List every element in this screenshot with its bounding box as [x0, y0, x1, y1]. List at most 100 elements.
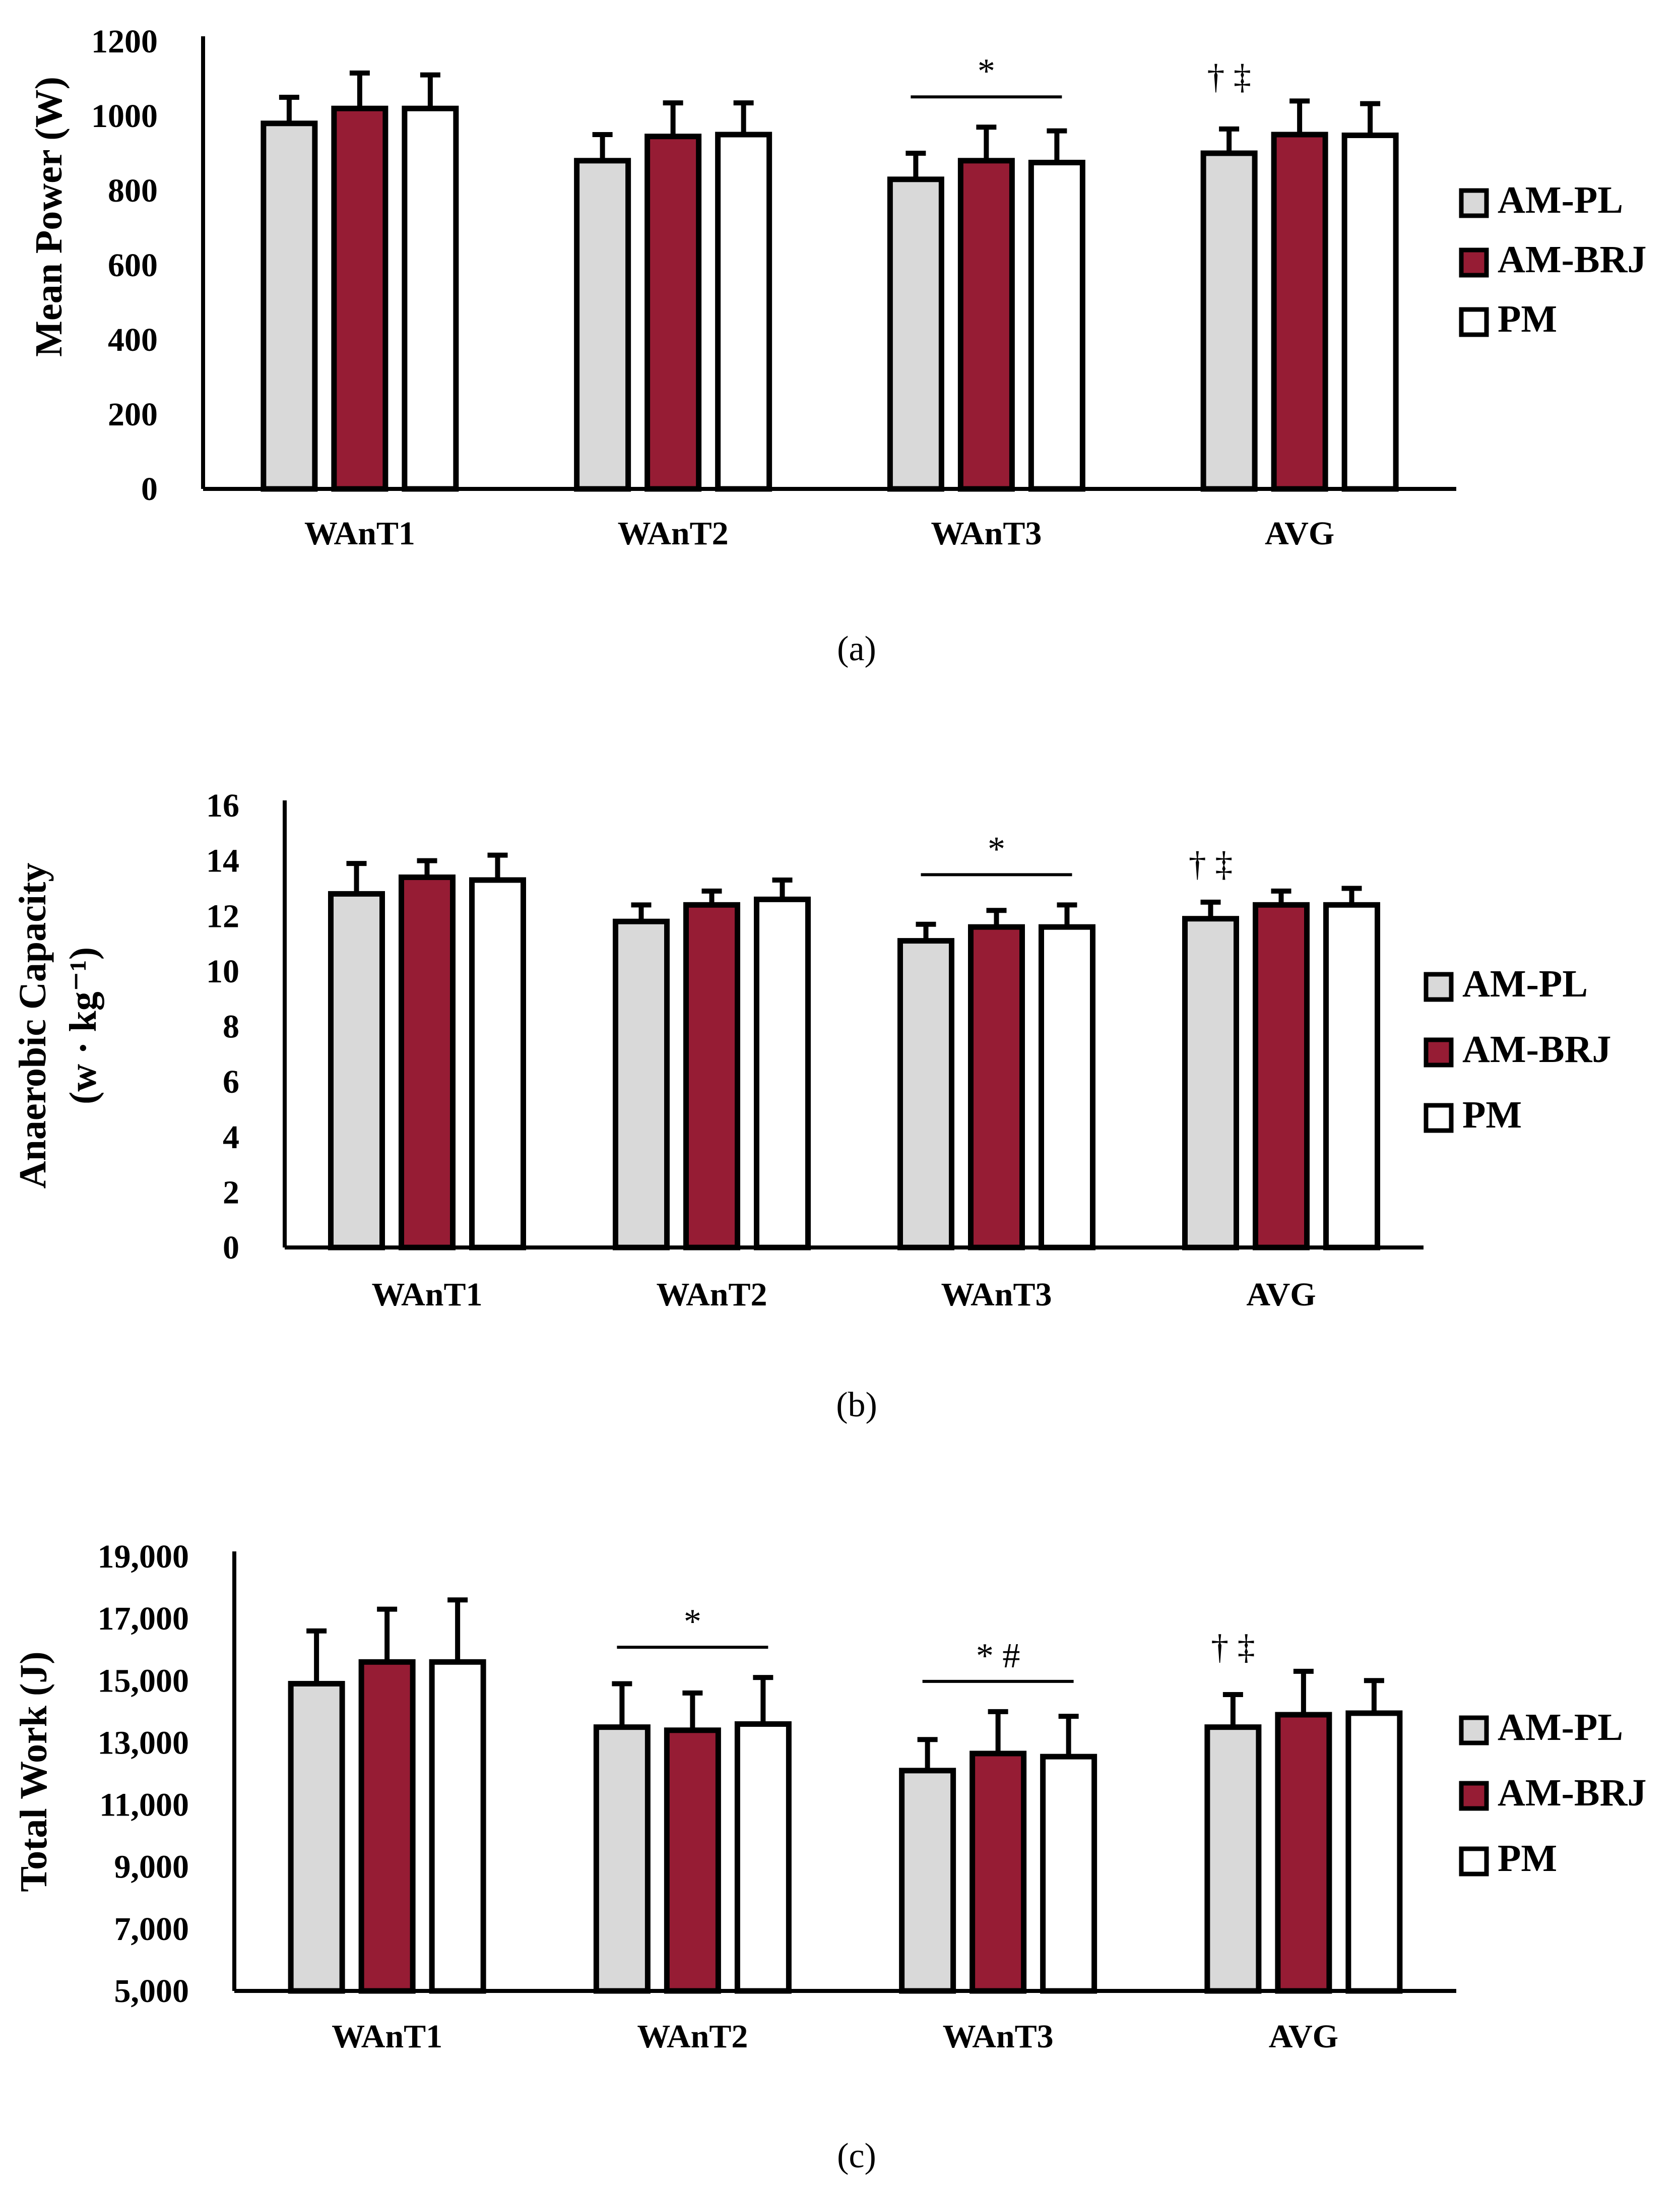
y-axis-title-line: Mean Power (W) [28, 77, 70, 357]
x-category-label: WAnT1 [304, 515, 415, 552]
x-category-label: WAnT1 [332, 2018, 442, 2055]
significance-marker: * [988, 830, 1005, 868]
bar-pm-avg [1345, 1710, 1403, 1994]
y-tick-label: 10 [206, 953, 239, 990]
y-tick-label: 6 [223, 1064, 239, 1100]
bar-am-brj-want3 [970, 1751, 1027, 1994]
x-category-label: WAnT3 [931, 515, 1042, 552]
y-tick-label: 19,000 [98, 1538, 189, 1575]
legend-swatch-am-brj [1459, 1781, 1489, 1811]
panel-caption: (c) [837, 2137, 876, 2175]
legend-swatch-am-brj [1459, 247, 1489, 278]
chart-panel-c: 5,000 7,000 9,000 11,000 13,000 15,000 17,000 1… [13, 1538, 1647, 2175]
bar-am-brj-avg [1271, 132, 1328, 492]
legend-swatch-am-brj [1424, 1037, 1454, 1068]
y-axis-title: Total Work (J) [13, 1651, 55, 1892]
legend-swatch-pm [1459, 1846, 1489, 1877]
bar-pm-want1 [402, 105, 459, 492]
y-tick-label: 9,000 [114, 1849, 189, 1886]
significance-marker: * # [976, 1637, 1020, 1675]
x-category-label: WAnT2 [637, 2018, 748, 2055]
y-tick-label: 16 [206, 787, 239, 824]
bar-am-pl-want2 [593, 1724, 651, 1994]
x-category-label: WAnT2 [618, 515, 729, 552]
y-tick-label: 0 [141, 471, 158, 508]
significance-marker: † ‡ [1207, 57, 1251, 96]
bar-pm-want3 [1028, 160, 1085, 492]
y-tick-label: 17,000 [98, 1600, 189, 1637]
y-axis-title-line: Total Work (J) [13, 1651, 55, 1892]
y-tick-label: 200 [108, 396, 158, 433]
chart-panel-b: 0 2 4 6 8 10 12 14 16 Anaerobic Capacity (w · kg⁻¹… [12, 787, 1611, 1424]
y-tick-label: 7,000 [114, 1911, 189, 1948]
y-tick-label: 600 [108, 247, 158, 284]
y-tick-label: 800 [108, 172, 158, 209]
bar-pm-want3 [1040, 1754, 1097, 1994]
legend-label: AM-BRJ [1462, 1028, 1611, 1071]
bar-am-brj-want3 [957, 158, 1015, 492]
y-tick-label: 14 [206, 843, 239, 880]
significance-marker: † ‡ [1211, 1628, 1255, 1667]
legend-swatch-pm [1459, 307, 1489, 337]
panel-caption: (a) [837, 630, 876, 668]
bar-am-pl-want3 [899, 1768, 956, 1994]
bar-pm-want3 [1039, 924, 1095, 1251]
y-tick-label: 4 [223, 1119, 239, 1156]
legend-swatch-am-pl [1459, 188, 1489, 218]
y-tick-label: 13,000 [98, 1724, 189, 1761]
bar-am-brj-avg [1275, 1712, 1332, 1994]
legend-label: AM-BRJ [1498, 238, 1647, 281]
y-tick-label: 1200 [91, 23, 158, 60]
legend-label: AM-PL [1498, 1706, 1623, 1748]
y-tick-label: 0 [223, 1229, 239, 1266]
x-category-label: AVG [1265, 515, 1334, 552]
legend-label: AM-PL [1498, 179, 1623, 221]
bar-pm-avg [1323, 902, 1380, 1251]
y-tick-label: 12 [206, 898, 239, 934]
significance-marker: † ‡ [1189, 845, 1233, 884]
legend-swatch-am-pl [1459, 1715, 1489, 1745]
legend-label: AM-BRJ [1498, 1772, 1647, 1814]
y-tick-label: 400 [108, 322, 158, 358]
bar-am-brj-avg [1253, 902, 1310, 1251]
bar-am-pl-avg [1204, 1724, 1262, 1994]
x-category-label: AVG [1246, 1276, 1316, 1313]
significance-marker: * [978, 52, 995, 91]
y-tick-label: 5,000 [114, 1973, 189, 2010]
bar-am-brj-want1 [399, 874, 456, 1251]
bar-pm-want2 [754, 896, 811, 1251]
y-tick-label: 1000 [91, 98, 158, 135]
x-category-label: WAnT3 [941, 1276, 1052, 1313]
bar-am-pl-want1 [328, 891, 385, 1251]
significance-marker: * [684, 1602, 701, 1641]
y-axis-title-line: (w · kg⁻¹) [62, 947, 104, 1104]
legend-swatch-pm [1424, 1103, 1454, 1133]
legend-label: PM [1498, 1837, 1557, 1880]
bar-am-pl-avg [1200, 150, 1258, 492]
bar-am-brj-want1 [331, 105, 389, 492]
bar-pm-want2 [715, 132, 772, 492]
bar-am-pl-want1 [261, 120, 318, 492]
bar-pm-want1 [469, 877, 526, 1251]
y-tick-label: 8 [223, 1009, 239, 1045]
chart-panel-a: 0 200 400 600 800 1000 1200 Mean Power (W) WAnT1… [28, 23, 1647, 668]
y-tick-label: 2 [223, 1174, 239, 1211]
bar-am-pl-want2 [574, 158, 631, 492]
y-axis-title: Mean Power (W) [28, 77, 70, 357]
legend-swatch-am-pl [1424, 972, 1454, 1002]
bar-am-brj-want1 [358, 1659, 416, 1994]
bar-am-pl-want3 [897, 938, 954, 1251]
legend-label: PM [1498, 298, 1557, 340]
bar-am-pl-want1 [288, 1680, 345, 1994]
legend-label: AM-PL [1462, 963, 1588, 1005]
panel-caption: (b) [836, 1386, 877, 1424]
bar-am-pl-want2 [613, 918, 670, 1251]
y-tick-label: 11,000 [99, 1787, 189, 1824]
x-category-label: WAnT3 [943, 2018, 1054, 2055]
x-category-label: AVG [1269, 2018, 1338, 2055]
y-tick-label: 15,000 [98, 1662, 189, 1699]
bar-am-brj-want2 [644, 134, 702, 492]
x-category-label: WAnT1 [371, 1276, 482, 1313]
y-axis-title: Anaerobic Capacity (w · kg⁻¹) [12, 863, 104, 1189]
